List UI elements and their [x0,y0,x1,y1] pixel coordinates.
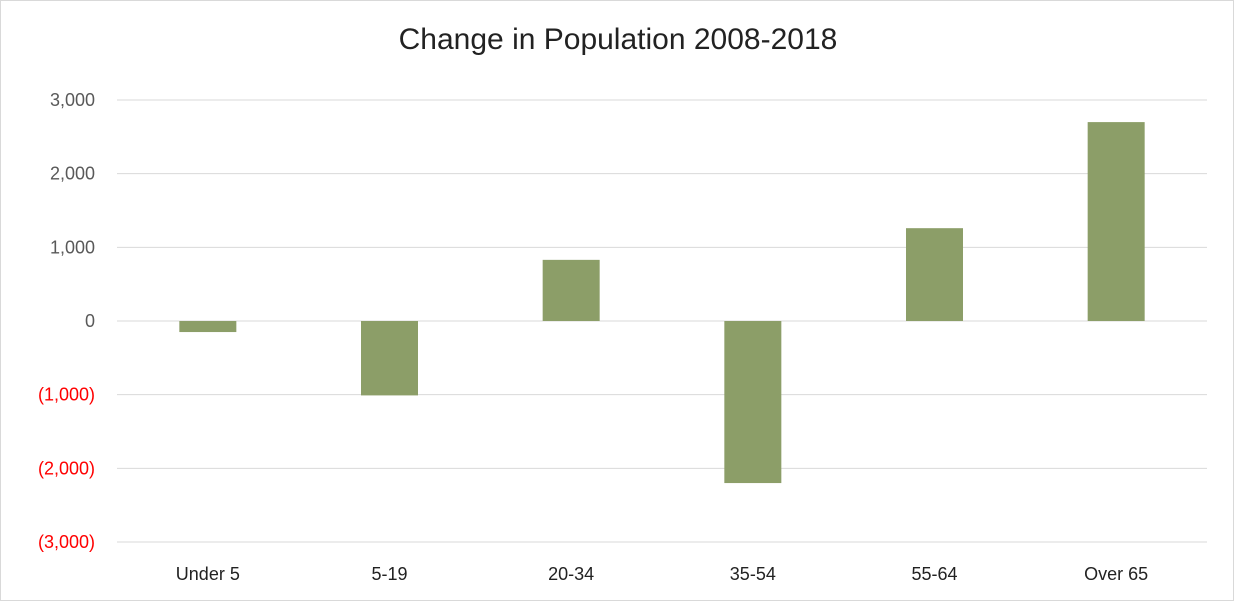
x-category-label: 35-54 [730,564,776,584]
x-category-label: Under 5 [176,564,240,584]
y-tick-label: 0 [85,311,95,331]
x-category-label: 5-19 [371,564,407,584]
y-tick-label: (3,000) [38,532,95,552]
bar [724,321,782,484]
bar [361,321,418,396]
y-tick-label: (2,000) [38,458,95,478]
bar [542,259,600,321]
bar [179,321,237,333]
y-tick-label: 1,000 [50,237,95,257]
x-category-label: 55-64 [911,564,957,584]
y-tick-label: (1,000) [38,385,95,405]
y-tick-label: 3,000 [50,90,95,110]
bar [1087,122,1145,321]
chart-title: Change in Population 2008-2018 [398,23,838,56]
bar [906,228,963,321]
x-category-label: 20-34 [548,564,594,584]
y-tick-label: 2,000 [50,164,95,184]
x-category-label: Over 65 [1084,564,1148,584]
